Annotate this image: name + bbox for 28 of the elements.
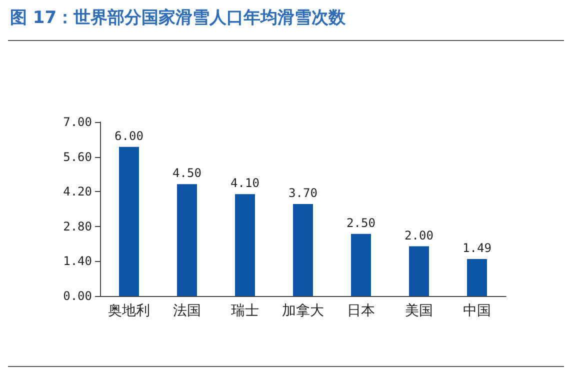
bar — [293, 204, 313, 296]
bar — [351, 234, 371, 296]
data-label: 3.70 — [288, 186, 318, 200]
x-tick-label: 奥地利 — [108, 303, 150, 319]
y-tick-label: 2.80 — [63, 219, 92, 234]
y-tick-label: 0.00 — [63, 289, 92, 303]
data-label: 6.00 — [114, 128, 144, 143]
chart-title: 图 17：世界部分国家滑雪人口年均滑雪次数 — [10, 7, 346, 29]
y-tick-label: 4.20 — [63, 184, 92, 199]
bar — [119, 146, 139, 296]
x-tick-label: 中国 — [463, 303, 491, 319]
data-label: 1.49 — [462, 240, 492, 255]
bar — [467, 258, 487, 296]
y-tick-label: 7.00 — [63, 115, 92, 129]
x-tick-label: 法国 — [173, 303, 201, 319]
x-tick-label: 日本 — [347, 303, 375, 319]
x-tick-label: 美国 — [405, 303, 433, 319]
data-label: 2.00 — [404, 228, 434, 242]
y-tick-label: 5.60 — [63, 150, 92, 164]
x-tick-label: 加拿大 — [282, 303, 324, 319]
data-label: 4.50 — [172, 166, 202, 180]
bar — [235, 194, 255, 296]
data-label: 2.50 — [346, 216, 376, 230]
x-tick-label: 瑞士 — [231, 303, 259, 319]
bar — [409, 246, 429, 296]
data-label: 4.10 — [230, 176, 260, 190]
y-tick-label: 1.40 — [63, 254, 92, 268]
bar — [177, 184, 197, 296]
